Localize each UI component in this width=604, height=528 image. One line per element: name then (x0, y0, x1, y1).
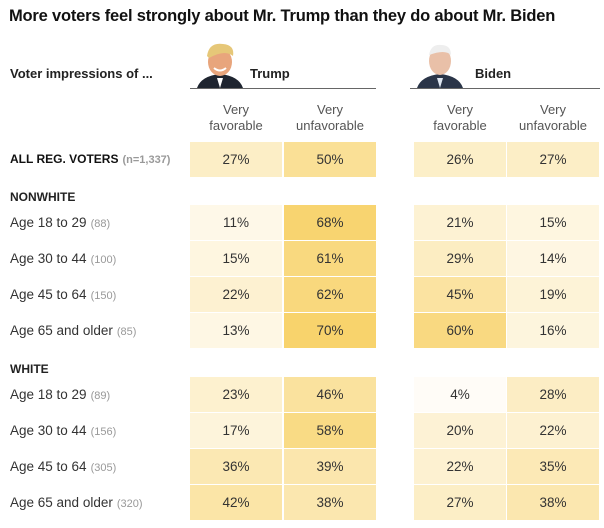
data-cell: 21% (414, 205, 506, 240)
row-label-text: Age 45 to 64 (10, 459, 87, 474)
sample-size: (305) (90, 462, 117, 474)
sample-size: (88) (90, 218, 111, 230)
trump-photo-icon (197, 43, 243, 88)
data-cell: 61% (284, 241, 376, 276)
data-cell: 46% (284, 377, 376, 412)
group-label: NONWHITE (10, 190, 76, 204)
data-cell: 22% (190, 277, 282, 312)
column-header: Very unfavorable (507, 102, 599, 134)
data-cell: 50% (284, 142, 376, 177)
data-cell: 42% (190, 485, 282, 520)
column-header-line: favorable (433, 118, 487, 133)
sample-size: (156) (90, 426, 117, 438)
sample-size: (85) (116, 326, 137, 338)
data-cell: 23% (190, 377, 282, 412)
data-cell: 68% (284, 205, 376, 240)
sample-size: (n=1,337) (122, 154, 171, 166)
data-cell: 19% (507, 277, 599, 312)
data-cell: 15% (190, 241, 282, 276)
row-label-text: Age 18 to 29 (10, 215, 87, 230)
row-label: Age 30 to 44 (156) (10, 413, 116, 448)
data-cell: 22% (507, 413, 599, 448)
column-header: Very unfavorable (284, 102, 376, 134)
data-cell: 27% (190, 142, 282, 177)
row-label: Age 30 to 44 (100) (10, 241, 116, 276)
column-header-line: Very (446, 102, 473, 117)
data-cell: 4% (414, 377, 506, 412)
column-header-line: favorable (209, 118, 263, 133)
data-cell: 27% (414, 485, 506, 520)
row-label-text: ALL REG. VOTERS (10, 152, 119, 166)
column-header-line: Very (539, 102, 566, 117)
data-cell: 62% (284, 277, 376, 312)
sample-size: (150) (90, 290, 117, 302)
trump-header: Trump (190, 38, 376, 89)
chart-title: More voters feel strongly about Mr. Trum… (9, 7, 556, 25)
data-cell: 26% (414, 142, 506, 177)
column-header: Very favorable (414, 102, 506, 134)
data-cell: 60% (414, 313, 506, 348)
data-cell: 28% (507, 377, 599, 412)
data-cell: 39% (284, 449, 376, 484)
row-label: Age 65 and older (85) (10, 313, 136, 348)
column-header-line: Very (316, 102, 343, 117)
column-header-line: unfavorable (296, 118, 364, 133)
sample-size: (320) (116, 498, 143, 510)
data-cell: 22% (414, 449, 506, 484)
data-cell: 45% (414, 277, 506, 312)
row-header: Voter impressions of ... (10, 66, 153, 81)
row-label: Age 45 to 64 (150) (10, 277, 116, 312)
biden-photo-icon (417, 44, 463, 88)
data-cell: 70% (284, 313, 376, 348)
data-cell: 38% (507, 485, 599, 520)
data-cell: 20% (414, 413, 506, 448)
data-cell: 58% (284, 413, 376, 448)
row-label-text: Age 30 to 44 (10, 423, 87, 438)
data-cell: 13% (190, 313, 282, 348)
data-cell: 36% (190, 449, 282, 484)
candidate-name: Biden (475, 66, 512, 81)
candidate-name: Trump (250, 66, 290, 81)
column-header-line: unfavorable (519, 118, 587, 133)
row-label: Age 18 to 29 (89) (10, 377, 110, 412)
row-label-text: Age 30 to 44 (10, 251, 87, 266)
biden-header: Biden (410, 38, 600, 89)
row-label-text: Age 65 and older (10, 323, 113, 338)
row-label-text: Age 45 to 64 (10, 287, 87, 302)
row-label-text: Age 18 to 29 (10, 387, 87, 402)
column-header-line: Very (222, 102, 249, 117)
row-label: ALL REG. VOTERS (n=1,337) (10, 142, 170, 177)
sample-size: (89) (90, 390, 111, 402)
data-cell: 14% (507, 241, 599, 276)
data-cell: 17% (190, 413, 282, 448)
data-cell: 35% (507, 449, 599, 484)
row-label: Age 65 and older (320) (10, 485, 143, 520)
data-cell: 29% (414, 241, 506, 276)
group-label: WHITE (10, 362, 49, 376)
data-cell: 38% (284, 485, 376, 520)
row-label-text: Age 65 and older (10, 495, 113, 510)
row-label: Age 18 to 29 (88) (10, 205, 110, 240)
data-cell: 16% (507, 313, 599, 348)
row-label: Age 45 to 64 (305) (10, 449, 116, 484)
data-cell: 11% (190, 205, 282, 240)
sample-size: (100) (90, 254, 117, 266)
data-cell: 27% (507, 142, 599, 177)
data-cell: 15% (507, 205, 599, 240)
column-header: Very favorable (190, 102, 282, 134)
